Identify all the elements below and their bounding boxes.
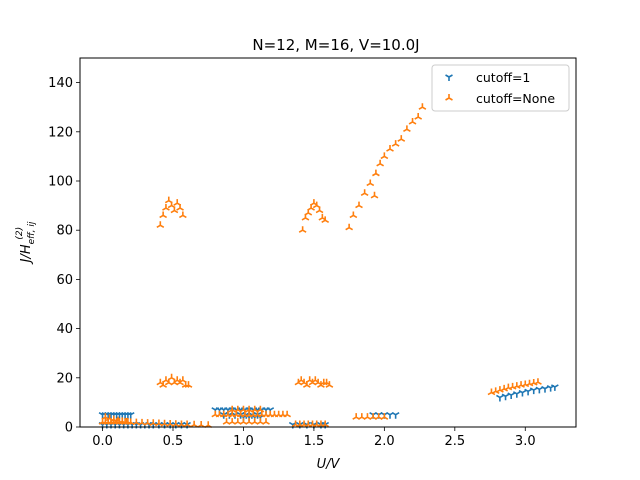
legend-marker-icon xyxy=(445,74,453,81)
data-point xyxy=(380,413,389,420)
data-point xyxy=(550,384,559,391)
x-tick-label: 1.5 xyxy=(304,434,325,449)
y-tick-label: 140 xyxy=(48,76,73,91)
data-point xyxy=(184,381,193,388)
x-tick-label: 2.5 xyxy=(444,434,465,449)
data-point xyxy=(524,388,532,396)
data-point xyxy=(190,420,199,428)
data-point xyxy=(391,412,400,419)
data-point xyxy=(183,420,191,428)
data-point xyxy=(256,405,265,413)
y-tick-label: 40 xyxy=(56,322,73,337)
x-tick-label: 3.0 xyxy=(515,434,536,449)
y-axis-label-sup: (2) xyxy=(15,227,25,240)
data-point xyxy=(298,226,307,233)
data-point xyxy=(170,206,179,214)
data-point xyxy=(397,135,406,142)
y-axis-label: J/Heff, ij(2) xyxy=(15,221,37,265)
x-tick-label: 0.5 xyxy=(163,434,184,449)
data-point xyxy=(283,410,292,418)
x-axis: 0.0 0.5 1.0 1.5 2.0 2.5 3.0 xyxy=(92,427,536,449)
data-point xyxy=(534,378,542,385)
data-point xyxy=(262,418,270,425)
data-point xyxy=(496,394,504,402)
x-tick-label: 0.0 xyxy=(92,434,113,449)
series-cutoff-none xyxy=(98,103,542,428)
legend-label-cutoff-none: cutoff=None xyxy=(476,91,555,106)
y-axis: 0 20 40 60 80 100 120 140 xyxy=(48,76,80,436)
data-point xyxy=(366,179,375,187)
plot-frame xyxy=(79,57,577,428)
legend-box xyxy=(431,64,570,112)
data-point xyxy=(512,391,521,398)
data-point xyxy=(501,393,510,401)
data-point xyxy=(391,140,400,147)
y-axis-label-main: J/H xyxy=(19,244,34,265)
data-point xyxy=(178,211,187,219)
data-point xyxy=(126,412,135,419)
data-point xyxy=(376,159,385,167)
data-point xyxy=(414,113,423,120)
data-point xyxy=(518,389,527,397)
y-tick-label: 0 xyxy=(65,421,73,436)
svg-text:J/Heff, ij(2): J/Heff, ij(2) xyxy=(15,221,37,265)
data-point xyxy=(321,216,330,224)
y-tick-label: 80 xyxy=(56,224,73,239)
x-tick-label: 2.0 xyxy=(374,434,395,449)
x-axis-label: U/V xyxy=(317,457,341,472)
data-point xyxy=(156,221,165,228)
data-point xyxy=(315,206,324,214)
data-point xyxy=(176,204,184,211)
data-point xyxy=(162,204,170,211)
data-point xyxy=(321,420,330,428)
data-point xyxy=(418,103,427,110)
legend-label-cutoff-1: cutoff=1 xyxy=(476,70,530,85)
legend-marker-cutoff-none xyxy=(445,94,453,101)
x-tick-label: 1.0 xyxy=(233,434,254,449)
data-point xyxy=(372,169,380,177)
data-point xyxy=(349,211,358,219)
data-point xyxy=(345,223,354,231)
data-point xyxy=(159,211,168,219)
data-point xyxy=(380,152,389,160)
legend: cutoff=1 cutoff=None xyxy=(431,64,570,112)
y-tick-label: 120 xyxy=(48,125,73,140)
y-axis-label-sub: eff, ij xyxy=(27,221,37,244)
data-point xyxy=(370,191,379,199)
y-tick-label: 100 xyxy=(48,175,73,190)
legend-marker-cutoff-1 xyxy=(445,74,453,81)
data-point xyxy=(355,201,363,209)
data-point xyxy=(408,117,417,125)
y-tick-label: 20 xyxy=(56,371,73,386)
data-point xyxy=(507,392,516,400)
chart-title: N=12, M=16, V=10.0J xyxy=(252,36,419,54)
data-point xyxy=(360,189,369,196)
data-point xyxy=(325,381,334,388)
legend-marker-icon xyxy=(445,94,453,101)
data-point xyxy=(386,145,394,152)
data-point xyxy=(403,125,411,133)
y-tick-label: 60 xyxy=(56,273,73,288)
